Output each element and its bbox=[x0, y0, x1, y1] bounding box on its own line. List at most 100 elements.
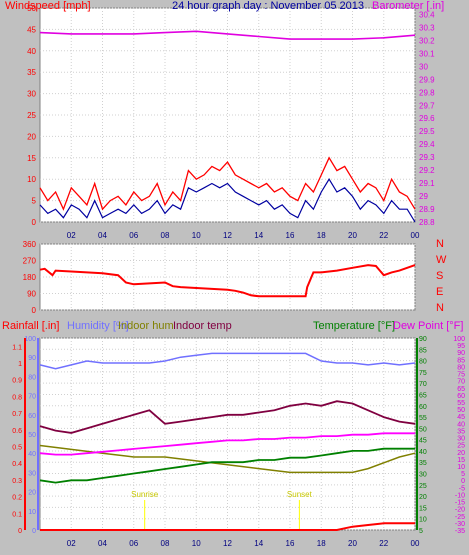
temperature-tick-8: 45 bbox=[419, 438, 427, 445]
rain-tick-8: 0.8 bbox=[12, 394, 22, 401]
dewpoint-tick-26: 95 bbox=[457, 343, 465, 350]
humidity-tick-6: 60 bbox=[28, 413, 36, 420]
rain-axis-bar bbox=[24, 338, 26, 530]
wind-dir-n-bottom: N bbox=[436, 302, 444, 314]
direction-tick-2: 180 bbox=[23, 273, 37, 282]
rain-tick-1: 0.1 bbox=[12, 511, 22, 518]
dewpoint-tick-2: -25 bbox=[455, 514, 465, 521]
barometer-tick-1: 28.9 bbox=[419, 205, 435, 214]
barometer-tick-9: 29.7 bbox=[419, 101, 435, 110]
temperature-tick-11: 60 bbox=[419, 404, 427, 411]
dew-point-axis-label: Dew Point [°F] bbox=[393, 320, 464, 332]
barometer-tick-8: 29.6 bbox=[419, 114, 435, 123]
rain-tick-5: 0.5 bbox=[12, 445, 22, 452]
dewpoint-tick-23: 80 bbox=[457, 364, 465, 371]
wind-xtick-6: 14 bbox=[254, 231, 263, 240]
temperature-tick-6: 35 bbox=[419, 460, 427, 467]
rain-tick-3: 0.3 bbox=[12, 478, 22, 485]
humidity-line bbox=[39, 352, 416, 370]
barometer-tick-12: 30 bbox=[419, 62, 428, 71]
temperature-xtick-7: 16 bbox=[286, 539, 295, 548]
temperature-line bbox=[39, 447, 415, 484]
rain-tick-7: 0.7 bbox=[12, 411, 22, 418]
temperature-axis-bar bbox=[416, 338, 418, 530]
temperature-tick-17: 90 bbox=[419, 336, 427, 343]
wind-dir-w: W bbox=[436, 254, 447, 266]
graph-title: 24 hour graph day : November 05 2013 bbox=[172, 0, 365, 12]
dewpoint-tick-1: -30 bbox=[455, 521, 465, 528]
windspeed-gust-line bbox=[39, 156, 416, 211]
dewpoint-tick-27: 100 bbox=[453, 336, 465, 343]
dewpoint-tick-15: 40 bbox=[457, 421, 465, 428]
humidity-tick-8: 80 bbox=[28, 374, 36, 381]
rainfall-axis-label: Rainfall [.in] bbox=[2, 320, 60, 332]
dewpoint-tick-10: 15 bbox=[457, 457, 465, 464]
windspeed-tick-7: 35 bbox=[27, 68, 36, 77]
barometer-tick-4: 29.2 bbox=[419, 166, 435, 175]
temperature-tick-13: 70 bbox=[419, 381, 427, 388]
temperature-tick-0: 5 bbox=[419, 528, 423, 535]
dewpoint-tick-0: -35 bbox=[455, 528, 465, 535]
humidity-tick-0: 0 bbox=[32, 528, 36, 535]
windspeed-tick-5: 25 bbox=[27, 111, 36, 120]
rainfall-line bbox=[40, 522, 415, 531]
humidity-tick-4: 40 bbox=[28, 451, 36, 458]
wind-xtick-7: 16 bbox=[286, 231, 295, 240]
dewpoint-tick-3: -20 bbox=[455, 507, 465, 514]
humidity-tick-2: 20 bbox=[28, 490, 36, 497]
wind-xtick-5: 12 bbox=[223, 231, 232, 240]
direction-tick-1: 90 bbox=[27, 290, 36, 299]
windspeed-tick-4: 20 bbox=[27, 132, 36, 141]
temperature-xtick-11: 00 bbox=[411, 539, 420, 548]
temperature-tick-10: 55 bbox=[419, 415, 427, 422]
wind-xtick-11: 00 bbox=[411, 231, 420, 240]
temperature-tick-9: 50 bbox=[419, 426, 427, 433]
dew-point-line bbox=[39, 432, 415, 456]
dewpoint-tick-19: 60 bbox=[457, 393, 465, 400]
dewpoint-tick-14: 35 bbox=[457, 428, 465, 435]
temperature-axis-label: Temperature [°F] bbox=[313, 320, 396, 332]
humidity-tick-5: 50 bbox=[28, 432, 36, 439]
dewpoint-tick-22: 75 bbox=[457, 372, 465, 379]
humidity-axis-label: Humidity [%] bbox=[67, 320, 129, 332]
dewpoint-tick-21: 70 bbox=[457, 379, 465, 386]
dewpoint-tick-4: -15 bbox=[455, 500, 465, 507]
wind-xtick-0: 02 bbox=[67, 231, 76, 240]
barometer-tick-15: 30.3 bbox=[419, 23, 435, 32]
wind-xtick-8: 18 bbox=[317, 231, 326, 240]
wind-xtick-3: 08 bbox=[161, 231, 170, 240]
windspeed-average-line bbox=[39, 178, 416, 223]
direction-tick-4: 360 bbox=[23, 240, 37, 249]
dewpoint-tick-25: 90 bbox=[457, 350, 465, 357]
rain-tick-11: 1.1 bbox=[12, 344, 22, 351]
barometer-tick-2: 29 bbox=[419, 192, 428, 201]
wind-direction-line bbox=[39, 264, 416, 298]
dewpoint-tick-18: 55 bbox=[457, 400, 465, 407]
wind-xtick-1: 04 bbox=[98, 231, 107, 240]
barometer-tick-14: 30.2 bbox=[419, 36, 435, 45]
windspeed-tick-10: 50 bbox=[27, 4, 36, 13]
dewpoint-tick-7: 0 bbox=[461, 478, 465, 485]
temperature-tick-14: 75 bbox=[419, 370, 427, 377]
temperature-tick-5: 30 bbox=[419, 472, 427, 479]
dewpoint-tick-12: 25 bbox=[457, 443, 465, 450]
temperature-tick-1: 10 bbox=[419, 517, 427, 524]
dewpoint-tick-5: -10 bbox=[455, 492, 465, 499]
wind-xtick-2: 06 bbox=[129, 231, 138, 240]
wind-xtick-4: 10 bbox=[192, 231, 201, 240]
barometer-axis-label: Barometer [.in] bbox=[372, 0, 445, 12]
humidity-tick-7: 70 bbox=[28, 394, 36, 401]
barometer-tick-10: 29.8 bbox=[419, 88, 435, 97]
direction-tick-0: 0 bbox=[32, 306, 37, 315]
wind-xtick-9: 20 bbox=[348, 231, 357, 240]
indoor-hum-label: Indoor hum bbox=[118, 320, 174, 332]
dewpoint-tick-20: 65 bbox=[457, 386, 465, 393]
dewpoint-tick-13: 30 bbox=[457, 436, 465, 443]
temperature-tick-2: 15 bbox=[419, 505, 427, 512]
windspeed-tick-2: 10 bbox=[27, 175, 36, 184]
barometer-tick-16: 30.4 bbox=[419, 10, 435, 19]
windspeed-tick-8: 40 bbox=[27, 47, 36, 56]
wind-dir-s: S bbox=[436, 270, 444, 282]
